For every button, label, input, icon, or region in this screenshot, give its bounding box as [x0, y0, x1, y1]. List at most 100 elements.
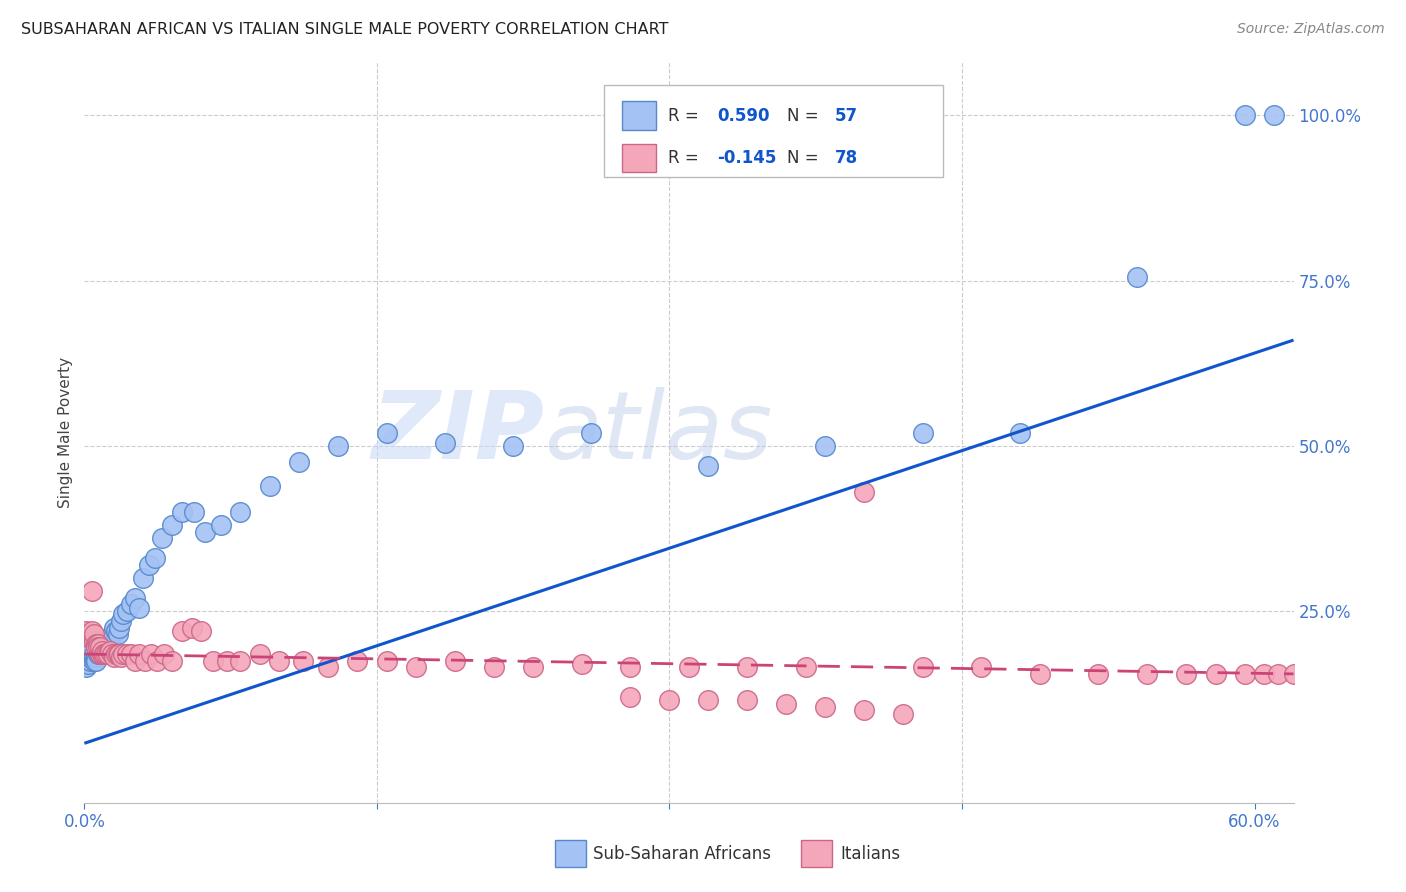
- Point: [502, 439, 524, 453]
- Point: [84, 640, 107, 655]
- Point: [571, 657, 593, 671]
- Point: [93, 647, 115, 661]
- Point: [288, 455, 311, 469]
- Point: [89, 647, 111, 661]
- Point: [1010, 425, 1032, 440]
- Point: [1029, 666, 1052, 681]
- Point: [180, 621, 202, 635]
- Point: [170, 624, 193, 638]
- Text: -0.145: -0.145: [717, 149, 776, 167]
- Point: [775, 697, 797, 711]
- Point: [1233, 666, 1256, 681]
- Point: [77, 657, 100, 671]
- Point: [103, 621, 125, 635]
- Point: [522, 660, 544, 674]
- Point: [120, 647, 142, 661]
- Point: [160, 654, 183, 668]
- Point: [1282, 666, 1305, 681]
- Point: [1253, 666, 1275, 681]
- Point: [658, 693, 681, 707]
- Point: [110, 614, 132, 628]
- Text: R =: R =: [668, 149, 704, 167]
- Point: [132, 571, 155, 585]
- FancyBboxPatch shape: [623, 144, 657, 172]
- Point: [249, 647, 271, 661]
- Point: [405, 660, 427, 674]
- Point: [124, 591, 146, 605]
- Point: [103, 650, 125, 665]
- Point: [209, 518, 232, 533]
- Point: [326, 439, 349, 453]
- Point: [482, 660, 505, 674]
- Point: [112, 647, 135, 661]
- Point: [87, 640, 110, 655]
- Point: [1263, 108, 1285, 122]
- Point: [90, 644, 112, 658]
- Point: [104, 647, 127, 661]
- Point: [93, 647, 115, 661]
- Point: [153, 647, 176, 661]
- Point: [215, 654, 238, 668]
- Point: [77, 627, 100, 641]
- Text: ZIP: ZIP: [371, 386, 544, 479]
- Point: [100, 647, 122, 661]
- Text: 78: 78: [835, 149, 859, 167]
- Point: [83, 633, 105, 648]
- Point: [107, 627, 129, 641]
- Point: [1175, 666, 1198, 681]
- Point: [117, 647, 139, 661]
- Point: [90, 644, 112, 658]
- Point: [229, 505, 252, 519]
- Point: [100, 627, 122, 641]
- Point: [229, 654, 252, 668]
- Point: [160, 518, 183, 533]
- Point: [75, 624, 97, 638]
- Point: [1136, 666, 1159, 681]
- Point: [911, 660, 934, 674]
- Point: [316, 660, 339, 674]
- Point: [183, 505, 205, 519]
- Point: [90, 647, 112, 661]
- Point: [269, 654, 291, 668]
- Point: [93, 640, 115, 655]
- Point: [83, 650, 105, 665]
- Point: [814, 700, 837, 714]
- Point: [104, 624, 127, 638]
- Point: [143, 551, 166, 566]
- Point: [83, 647, 105, 661]
- Point: [79, 631, 101, 645]
- Point: [98, 644, 121, 658]
- Point: [1302, 666, 1324, 681]
- Point: [434, 435, 457, 450]
- Point: [128, 647, 150, 661]
- Point: [697, 693, 720, 707]
- Point: [678, 660, 700, 674]
- FancyBboxPatch shape: [623, 102, 657, 130]
- Point: [93, 647, 115, 661]
- Point: [893, 706, 915, 721]
- Point: [444, 654, 467, 668]
- Point: [134, 654, 156, 668]
- Point: [82, 647, 104, 661]
- Point: [1267, 666, 1289, 681]
- Point: [98, 633, 121, 648]
- Text: N =: N =: [787, 107, 824, 125]
- Point: [853, 703, 876, 717]
- Point: [150, 532, 173, 546]
- Text: 0.590: 0.590: [717, 107, 769, 125]
- Text: SUBSAHARAN AFRICAN VS ITALIAN SINGLE MALE POVERTY CORRELATION CHART: SUBSAHARAN AFRICAN VS ITALIAN SINGLE MAL…: [21, 22, 669, 37]
- Point: [112, 607, 135, 622]
- Point: [1087, 666, 1109, 681]
- Point: [108, 621, 131, 635]
- Point: [794, 660, 817, 674]
- Point: [814, 439, 837, 453]
- Point: [97, 640, 120, 655]
- Point: [375, 425, 398, 440]
- Point: [82, 644, 104, 658]
- Point: [697, 458, 720, 473]
- Point: [853, 485, 876, 500]
- Point: [82, 584, 104, 599]
- Point: [1126, 270, 1149, 285]
- Text: Sub-Saharan Africans: Sub-Saharan Africans: [593, 845, 772, 863]
- Point: [1205, 666, 1227, 681]
